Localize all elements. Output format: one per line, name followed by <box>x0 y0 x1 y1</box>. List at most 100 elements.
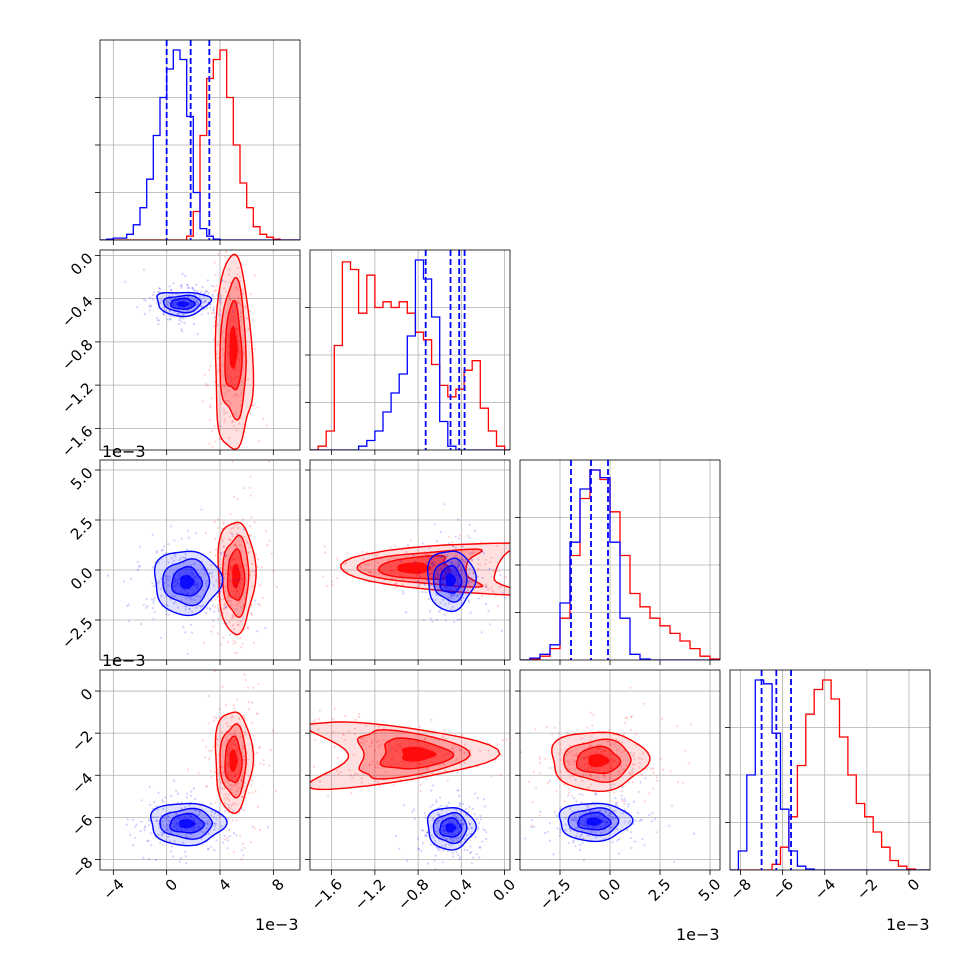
y-tick-label-p1-0: −1.6 <box>58 422 96 460</box>
contour-blue-2-2 <box>169 812 205 834</box>
y-tick-label-p1-3: −0.4 <box>58 292 96 330</box>
x-tick-label-p1-4: 0.0 <box>489 875 519 905</box>
histogram-red-p1 <box>310 261 510 450</box>
contour-red-4-0 <box>310 721 501 791</box>
density-panel-2-3 <box>515 669 721 875</box>
density-fill-red-0-3 <box>229 325 238 369</box>
x1-scale-label: 1e−3 <box>102 442 146 461</box>
contour-red-5-2 <box>575 745 622 774</box>
y-tick-label-p1-1: −1.2 <box>58 379 96 417</box>
contour-red-0-0 <box>214 253 255 450</box>
contour-blue-4-1 <box>432 811 468 845</box>
histogram-panel-p3 <box>725 669 931 875</box>
density-fill-blue-1-3 <box>179 575 195 590</box>
x-tick-label-p3-0: −8 <box>727 875 755 903</box>
x0-scale-label: 1e−3 <box>255 915 299 934</box>
x-tick-label-p1-1: −1.2 <box>351 875 389 913</box>
x-tick-label-p2-2: 2.5 <box>645 875 675 905</box>
density-fill-blue-2-3 <box>179 819 196 829</box>
y-tick-label-p3-1: −6 <box>68 811 96 839</box>
contour-red-4-1 <box>356 729 471 780</box>
density-fill-red-2-3 <box>229 749 238 772</box>
histogram-blue-p3 <box>730 679 930 870</box>
y-tick-label-p2-1: 0.0 <box>67 564 97 594</box>
histogram-red-p2 <box>520 469 720 660</box>
contour-blue-1-0 <box>153 550 224 617</box>
contour-red-1-0 <box>217 521 257 636</box>
density-fill-red-5-3 <box>588 754 610 767</box>
contour-blue-5-0 <box>558 802 634 843</box>
histogram-frame-p0 <box>99 39 301 241</box>
y-tick-label-p1-2: −0.8 <box>58 336 96 374</box>
histogram-panel-p2 <box>515 459 721 665</box>
density-panel-1-3 <box>305 669 511 875</box>
contour-red-3-0 <box>340 542 510 596</box>
histogram-frame-p2 <box>519 459 721 661</box>
y-tick-label-p3-2: −4 <box>68 769 96 797</box>
contour-blue-4-0 <box>426 806 477 851</box>
x-tick-label-p2-1: 0.0 <box>595 875 625 905</box>
contour-blue-2-1 <box>159 807 214 840</box>
density-panel-1-2 <box>305 459 511 665</box>
x-tick-label-p0-0: −4 <box>99 875 127 903</box>
histogram-blue-p2 <box>520 469 720 660</box>
contour-blue-2-0 <box>149 802 228 847</box>
histogram-blue-p1 <box>310 259 510 450</box>
histogram-panel-p1 <box>305 249 511 455</box>
scatter-blue-4 <box>395 771 488 870</box>
x-tick-label-p3-2: −4 <box>811 875 839 903</box>
density-fill-blue-4-3 <box>445 823 457 833</box>
density-panel-0-3 <box>95 669 301 875</box>
x-tick-label-p0-1: 0 <box>162 875 181 894</box>
contour-red-4-2 <box>379 737 455 770</box>
x-tick-label-p2-3: 5.0 <box>695 875 725 905</box>
density-panel-0-2 <box>95 459 301 665</box>
density-frame-2 <box>99 669 301 871</box>
y2-scale-label: 1e−3 <box>102 651 146 670</box>
histogram-blue-p0 <box>100 49 300 240</box>
density-fill-blue-0-3 <box>177 301 190 307</box>
contour-blue-0-1 <box>162 294 202 314</box>
density-fill-red-3-3 <box>397 562 432 574</box>
contour-blue-0-2 <box>169 297 196 310</box>
contour-red-2-0 <box>214 711 255 815</box>
density-frame-3 <box>309 459 511 661</box>
density-panel-0-1 <box>95 249 301 455</box>
contour-red-1-2 <box>226 548 246 602</box>
x-tick-label-p3-1: −6 <box>769 875 797 903</box>
contour-blue-3-1 <box>432 557 468 603</box>
corner-panels <box>95 39 931 875</box>
y-tick-label-p2-0: −2.5 <box>58 614 96 652</box>
y-tick-label-p3-4: 0 <box>77 685 96 704</box>
contour-red-2-1 <box>219 723 247 799</box>
y-tick-label-p3-0: −8 <box>68 853 96 881</box>
x-tick-label-p2-0: −2.5 <box>536 875 574 913</box>
density-frame-5 <box>519 669 721 871</box>
x-tick-label-p3-4: 0 <box>904 875 923 894</box>
density-fill-red-1-3 <box>232 563 241 589</box>
x3-scale-label: 1e−3 <box>886 915 930 934</box>
contour-red-0-1 <box>219 276 247 421</box>
contour-blue-1-2 <box>170 565 203 597</box>
y-tick-label-p2-2: 2.5 <box>67 514 97 544</box>
scatter-red-3 <box>322 534 508 608</box>
contour-blue-5-2 <box>577 811 612 831</box>
contour-blue-5-1 <box>567 807 620 837</box>
contour-blue-3-2 <box>439 564 463 594</box>
y-tick-label-p3-3: −2 <box>68 727 96 755</box>
histogram-red-p0 <box>100 49 300 240</box>
contour-blue-3-0 <box>426 550 477 613</box>
histogram-panel-p0 <box>95 39 301 245</box>
x-tick-label-p3-3: −2 <box>853 875 881 903</box>
contour-blue-1-1 <box>162 558 211 607</box>
histogram-frame-p3 <box>729 669 931 871</box>
contour-blue-0-0 <box>156 291 213 318</box>
density-fill-blue-3-3 <box>445 573 457 587</box>
x-tick-label-p1-2: −0.8 <box>394 875 432 913</box>
x-tick-label-p0-3: 8 <box>268 875 287 894</box>
y-tick-label-p1-4: 0.0 <box>67 249 97 279</box>
contour-blue-4-2 <box>439 817 463 838</box>
histogram-frame-p1 <box>309 249 511 451</box>
contour-red-3-1 <box>356 548 484 588</box>
